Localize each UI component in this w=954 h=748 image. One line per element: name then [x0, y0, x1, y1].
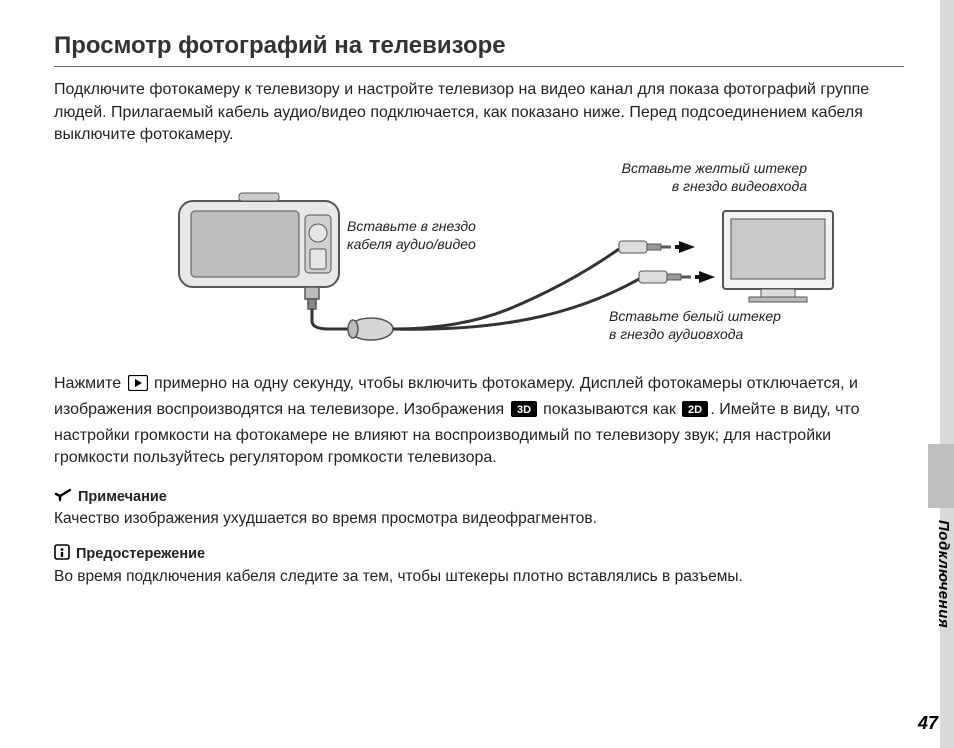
rca-plug-yellow [619, 241, 671, 253]
badge-3d-icon: 3D [511, 401, 537, 425]
arrow-icon [695, 271, 715, 283]
side-tab [928, 444, 954, 508]
caption-yellow: Вставьте желтый штекер в гнездо видеовхо… [547, 159, 807, 195]
caption-av-jack: Вставьте в гнездо кабеля аудио/видео [347, 217, 476, 253]
section-label: Подключения [935, 520, 952, 628]
title-rule [54, 66, 904, 67]
note-icon [54, 488, 72, 506]
arrow-icon [675, 241, 695, 253]
camera-illustration [179, 193, 339, 287]
manual-page: Просмотр фотографий на телевизоре Подклю… [0, 0, 954, 748]
connection-diagram: Вставьте желтый штекер в гнездо видеовхо… [99, 159, 859, 359]
note-heading: Примечание [54, 488, 904, 506]
tv-illustration [723, 211, 833, 302]
svg-text:3D: 3D [517, 404, 531, 416]
caption-white: Вставьте белый штекер в гнездо аудиовход… [609, 307, 781, 343]
caution-icon [54, 544, 70, 564]
badge-2d-icon: 2D [682, 401, 708, 425]
note-block: Примечание Качество изображения ухудшает… [54, 488, 904, 587]
av-cable [305, 249, 639, 340]
intro-paragraph: Подключите фотокамеру к телевизору и нас… [54, 79, 904, 147]
page-title: Просмотр фотографий на телевизоре [54, 32, 904, 60]
page-number: 47 [918, 713, 938, 734]
caution-text: Во время подключения кабеля следите за т… [54, 566, 904, 588]
svg-text:2D: 2D [688, 404, 702, 416]
rca-plug-white [639, 271, 691, 283]
note-text: Качество изображения ухудшается во время… [54, 508, 904, 530]
play-icon [128, 375, 148, 399]
caution-heading: Предостережение [54, 544, 904, 564]
instruction-paragraph: Нажмите примерно на одну секунду, чтобы … [54, 373, 904, 470]
